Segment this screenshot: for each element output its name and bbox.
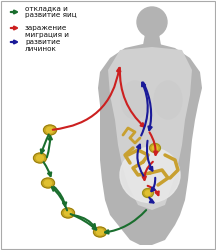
Ellipse shape	[152, 146, 158, 150]
Polygon shape	[143, 34, 161, 45]
Ellipse shape	[120, 148, 180, 203]
Ellipse shape	[37, 155, 43, 161]
Ellipse shape	[97, 229, 103, 235]
Ellipse shape	[150, 144, 160, 152]
Ellipse shape	[41, 178, 54, 188]
Ellipse shape	[94, 227, 106, 237]
Ellipse shape	[121, 81, 149, 119]
Ellipse shape	[62, 208, 75, 218]
Ellipse shape	[154, 81, 182, 119]
Ellipse shape	[145, 191, 151, 195]
Ellipse shape	[33, 153, 46, 163]
Text: заражение: заражение	[25, 25, 67, 31]
Circle shape	[137, 7, 167, 37]
Ellipse shape	[44, 180, 51, 186]
Ellipse shape	[143, 188, 153, 198]
Polygon shape	[108, 47, 192, 210]
Ellipse shape	[43, 125, 57, 135]
Polygon shape	[98, 44, 202, 245]
Text: откладка и
развитие яиц: откладка и развитие яиц	[25, 6, 77, 18]
Ellipse shape	[46, 127, 54, 133]
Ellipse shape	[65, 210, 71, 216]
Text: миграция и
развитие
личинок: миграция и развитие личинок	[25, 32, 69, 52]
